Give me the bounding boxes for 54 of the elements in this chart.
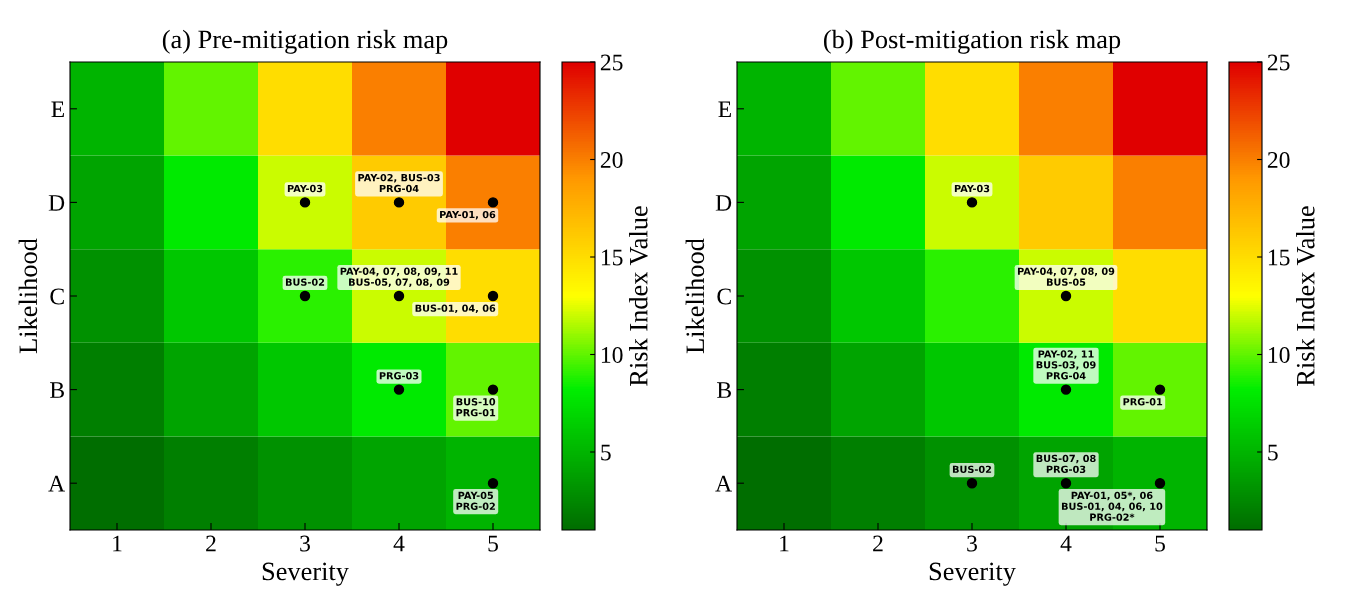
color-bar-title: Risk Index Value [1296,206,1315,386]
annotation: BUS-07, 08 PRG-03 [1036,454,1096,473]
y-axis-title: Likelihood [685,238,705,354]
color-bar-label: 5 [1268,444,1278,461]
x-tick-label: 5 [1155,535,1165,552]
y-tick-label: E [718,101,731,117]
color-bar-label: 25 [1267,54,1290,71]
color-bar-label: 10 [1268,346,1290,363]
y-tick-label: B [717,382,731,398]
x-tick-label: 3 [967,535,977,552]
x-tick-label: 2 [873,535,883,552]
color-bar-label: 15 [1268,249,1290,266]
chart-title: (b) Post-mitigation risk map [824,29,1121,54]
x-tick-label: 1 [780,535,789,552]
annotation: BUS-10 PRG-01 [456,398,496,417]
annotation: PRG-03 [379,372,419,380]
x-tick-label: 4 [393,535,405,552]
color-bar-label: 10 [601,346,623,363]
x-tick-label: 3 [300,535,310,552]
x-tick-label: 5 [488,535,498,552]
annotation: BUS-01, 04, 06 [415,304,496,314]
annotation: PAY-04, 07, 08, 09 BUS-05 [1017,267,1115,286]
y-tick-label: A [715,475,732,492]
x-tick-label: 1 [113,535,122,552]
annotation: PAY-02, 11 BUS-03, 09 PRG-04 [1036,350,1096,380]
annotation: BUS-02 [952,465,992,473]
x-tick-label: 2 [206,535,216,552]
annotation: PAY-01, 05*, 06 BUS-01, 04, 06, 10 PRG-02* [1061,491,1163,521]
annotation: PAY-02, BUS-03 PRG-04 [358,173,440,193]
annotation: PAY-03 [954,184,990,193]
y-axis-title: Likelihood [18,238,38,354]
y-tick-label: A [48,475,65,492]
annotation: PRG-01 [1123,398,1163,406]
color-bar-label: 20 [1267,151,1290,168]
y-tick-label: C [50,288,64,305]
y-tick-label: C [717,288,731,305]
y-tick-label: B [50,382,64,398]
annotation: PAY-05 PRG-02 [456,491,495,510]
annotation: PAY-01, 06 [440,210,496,220]
color-bar-label: 15 [601,249,623,266]
color-bar-label: 25 [600,54,623,71]
annotation: PAY-04, 07, 08, 09, 11 BUS-05, 07, 08, 09 [340,267,458,288]
x-axis-title: Severity [262,562,349,586]
color-bar-label: 5 [601,444,611,461]
color-bar-title: Risk Index Value [629,206,648,386]
x-axis-title: Severity [929,562,1016,586]
y-tick-label: E [51,101,64,117]
annotation: PAY-03 [287,184,323,193]
x-tick-label: 4 [1060,535,1072,552]
chart-title: (a) Pre-mitigation risk map [162,29,448,54]
color-bar-label: 20 [600,151,623,168]
y-tick-label: D [48,195,65,211]
annotation: BUS-02 [285,278,325,286]
y-tick-label: D [715,195,732,211]
